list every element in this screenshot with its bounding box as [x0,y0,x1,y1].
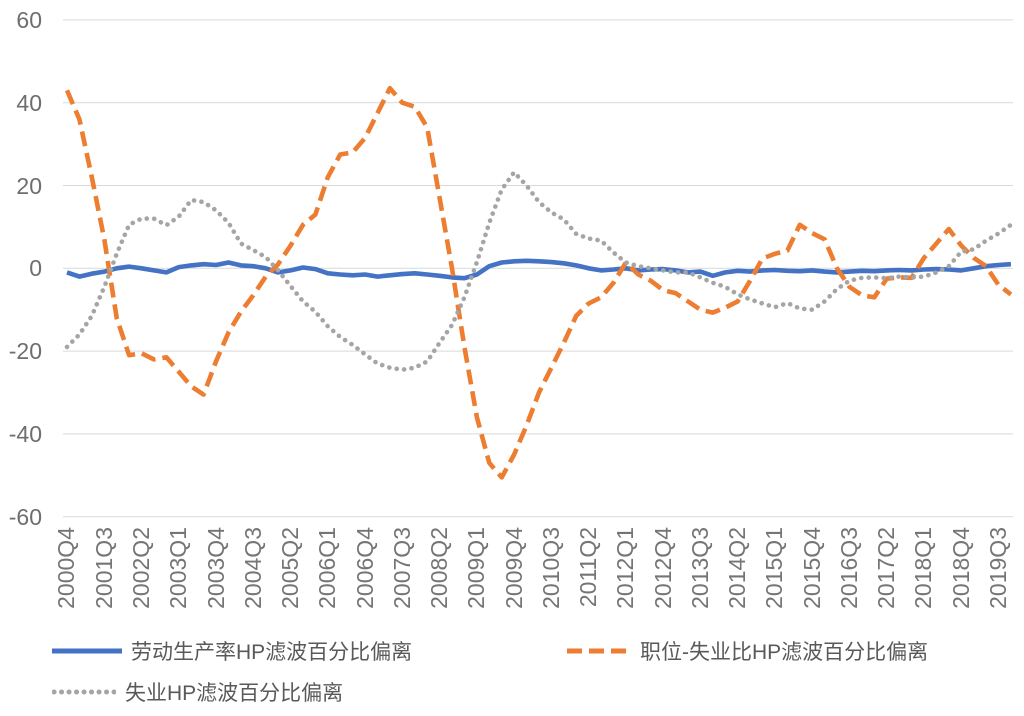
y-tick-label--40: -40 [8,421,42,447]
x-tick-label-2011Q2: 2011Q2 [575,527,601,608]
x-tick-label-2003Q4: 2003Q4 [203,527,229,609]
y-tick-label-0: 0 [29,255,42,281]
x-tick-label-2015Q1: 2015Q1 [761,527,787,609]
x-tick-label-2018Q4: 2018Q4 [948,527,974,609]
legend-label-unemployment: 失业HP滤波百分比偏离 [125,682,344,705]
x-tick-label-2014Q2: 2014Q2 [724,527,750,609]
series-labor-productivity-line [66,258,1012,281]
x-tick-label-2019Q3: 2019Q3 [985,527,1011,609]
legend-item-labor-productivity: 劳动生产率HP滤波百分比偏离 [52,638,412,664]
series-unemployment-line [64,170,1014,373]
x-tick-label-2008Q2: 2008Q2 [426,527,452,609]
x-tick-label-2017Q2: 2017Q2 [873,527,899,609]
x-tick-label-2012Q1: 2012Q1 [612,527,638,609]
x-tick-label-2005Q2: 2005Q2 [277,527,303,609]
x-tick-label-2016Q3: 2016Q3 [836,527,862,609]
legend-item-vacancy-unemployment-ratio: 职位-失业比HP滤波百分比偏离 [567,638,928,664]
legend-marker-solid-line [52,648,122,654]
legend-item-unemployment: 失业HP滤波百分比偏离 [52,679,343,705]
x-tick-label-2018Q1: 2018Q1 [910,527,936,609]
y-tick-label-20: 20 [16,173,42,199]
legend-label-labor-productivity: 劳动生产率HP滤波百分比偏离 [131,641,413,664]
legend-label-vacancy-unemployment-ratio: 职位-失业比HP滤波百分比偏离 [640,641,929,664]
x-tick-label-2004Q3: 2004Q3 [240,527,266,609]
y-tick-label--20: -20 [8,338,42,364]
x-tick-label-2009Q1: 2009Q1 [463,527,489,609]
x-tick-label-2002Q2: 2002Q2 [128,527,154,609]
x-tick-label-2015Q4: 2015Q4 [799,527,825,609]
y-tick-label-40: 40 [16,90,42,116]
x-tick-label-2000Q4: 2000Q4 [53,527,79,609]
x-tick-label-2001Q3: 2001Q3 [91,527,117,609]
legend-marker-dotted-line [52,689,116,695]
x-tick-label-2012Q4: 2012Q4 [650,527,676,609]
x-tick-label-2006Q4: 2006Q4 [352,527,378,609]
x-tick-label-2010Q3: 2010Q3 [538,527,564,609]
series-vacancy-unemployment-ratio-line [64,85,1013,480]
y-tick-label--60: -60 [8,504,42,530]
x-tick-label-2009Q4: 2009Q4 [501,527,527,609]
y-tick-label-60: 60 [16,7,42,33]
legend-marker-dashed-line [567,648,631,654]
x-tick-label-2007Q3: 2007Q3 [389,527,415,609]
x-tick-label-2003Q1: 2003Q1 [165,527,191,609]
x-tick-label-2006Q1: 2006Q1 [314,527,340,609]
x-tick-label-2013Q3: 2013Q3 [687,527,713,609]
